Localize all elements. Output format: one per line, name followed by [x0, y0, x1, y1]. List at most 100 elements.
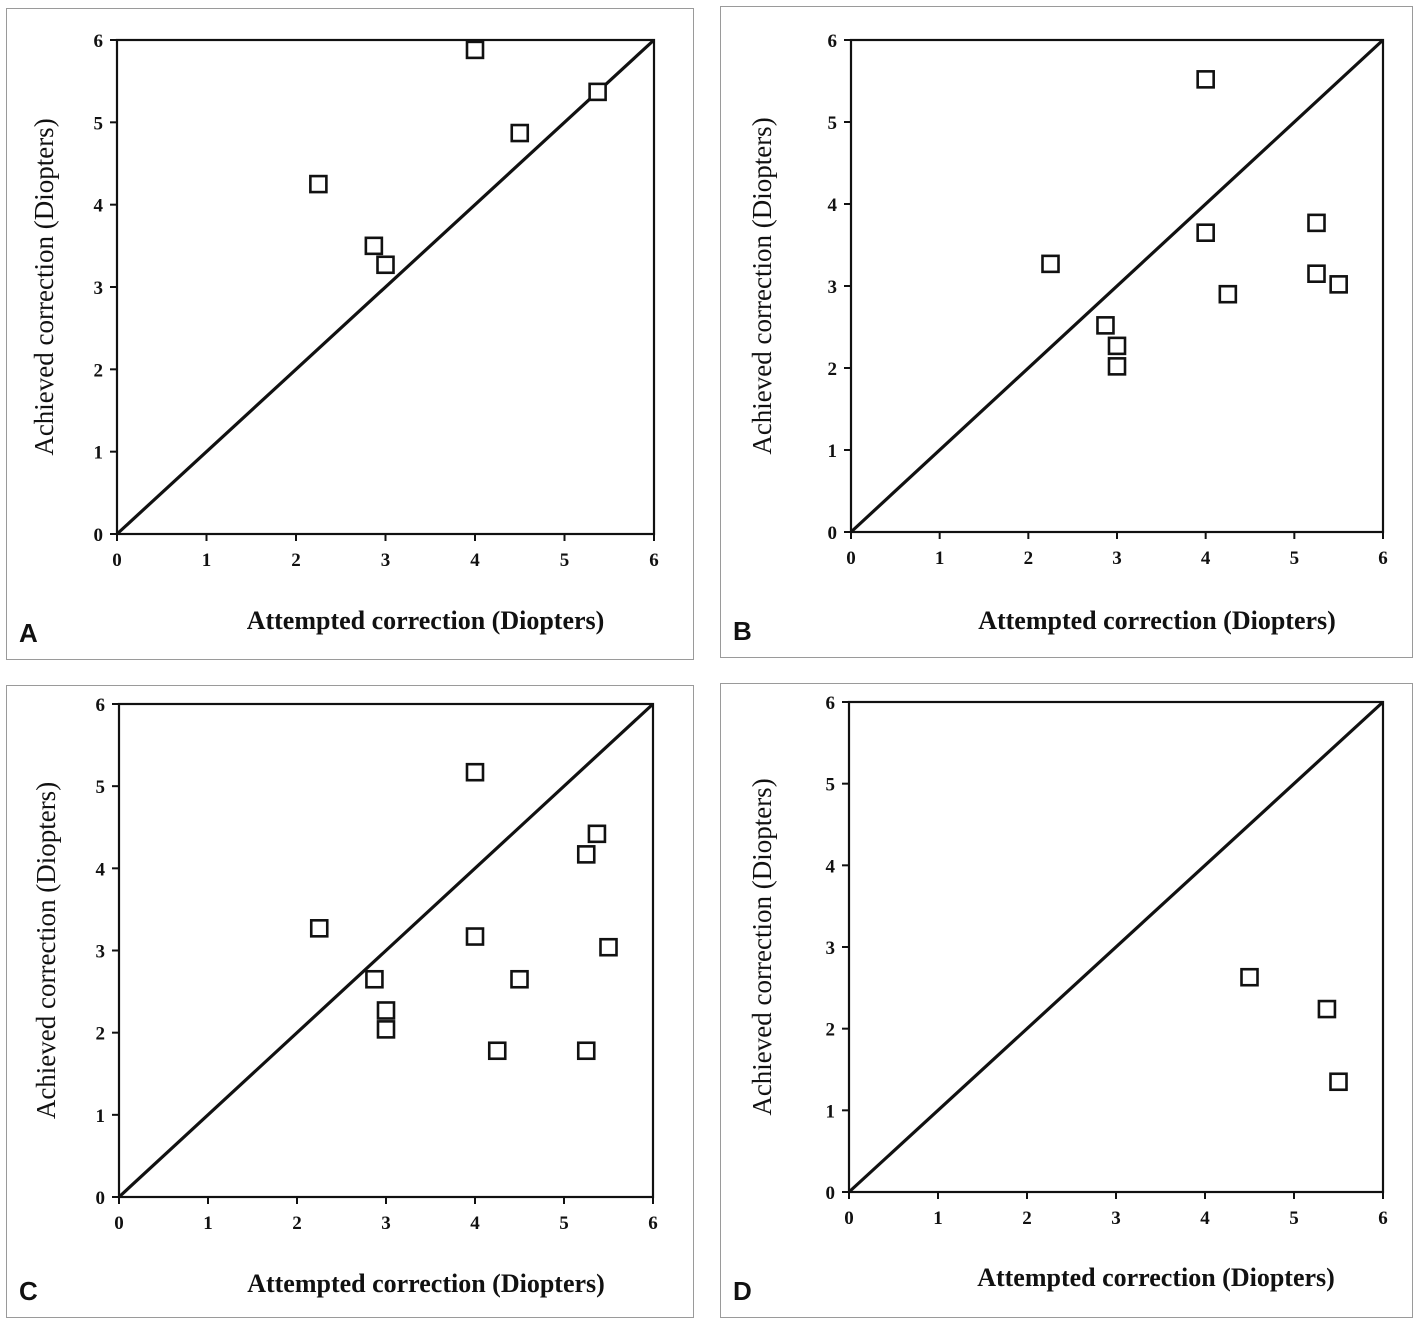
- chart-svg-c: 0 1 2 3 4 5 6 0 1 2 3 4 5 6 Attempted correction (Diop…: [31, 695, 658, 1298]
- x-tick-label-a: 5: [560, 550, 570, 571]
- data-point-c: [465, 762, 485, 782]
- x-tick-label-c: 1: [203, 1213, 213, 1234]
- x-tick-label-d: 2: [1022, 1208, 1032, 1229]
- y-axis-label-b: Achieved correction (Diopters): [747, 117, 777, 454]
- y-tick-label-a: 3: [94, 278, 104, 299]
- data-point-c: [376, 1001, 396, 1020]
- x-tick-label-b: 2: [1024, 548, 1034, 569]
- data-point-c: [510, 969, 529, 989]
- y-tick-label-a: 4: [94, 196, 104, 217]
- data-point-b: [1329, 275, 1348, 294]
- y-tick-label-a: 2: [94, 360, 104, 381]
- y-tick-label-d: 1: [826, 1101, 836, 1122]
- data-point-c: [599, 937, 618, 957]
- x-tick-label-b: 3: [1112, 548, 1122, 569]
- y-tick-label-c: 3: [96, 942, 106, 963]
- y-tick-label-b: 0: [828, 523, 838, 544]
- data-point-c: [465, 927, 485, 946]
- data-point-a: [364, 236, 384, 256]
- y-tick-label-c: 1: [96, 1106, 106, 1127]
- chart-panel-c: 0 1 2 3 4 5 6 0 1 2 3 4 5 6 Attempted correction (Diop…: [6, 685, 694, 1318]
- y-tick-label-d: 5: [826, 775, 836, 796]
- x-axis-label-a: Attempted correction (Diopters): [247, 606, 605, 635]
- x-tick-label-a: 6: [649, 550, 659, 571]
- data-point-a: [588, 82, 607, 102]
- data-point-b: [1041, 254, 1060, 274]
- x-tick-label-c: 4: [470, 1213, 480, 1234]
- y-tick-label-b: 5: [828, 113, 838, 134]
- data-point-b: [1307, 213, 1326, 233]
- y-tick-label-a: 5: [94, 113, 104, 134]
- x-tick-label-a: 4: [470, 550, 480, 571]
- x-tick-label-a: 1: [202, 550, 212, 571]
- data-point-b: [1096, 316, 1115, 335]
- x-tick-label-d: 6: [1378, 1208, 1388, 1229]
- data-point-a: [465, 40, 485, 60]
- data-point-b: [1107, 336, 1127, 356]
- y-tick-label-d: 3: [826, 938, 836, 959]
- data-point-c: [576, 845, 596, 864]
- data-point-b: [1196, 70, 1215, 89]
- data-point-c: [309, 919, 329, 938]
- x-tick-label-d: 3: [1111, 1208, 1121, 1229]
- y-tick-label-a: 6: [94, 31, 104, 52]
- y-tick-label-b: 1: [828, 441, 838, 462]
- data-point-c: [587, 824, 607, 844]
- data-point-c: [365, 969, 384, 989]
- data-point-a: [309, 174, 328, 194]
- x-tick-label-c: 3: [381, 1213, 391, 1234]
- x-tick-label-b: 1: [935, 548, 945, 569]
- y-tick-label-c: 5: [96, 777, 106, 798]
- data-point-d: [1317, 999, 1337, 1019]
- y-tick-label-c: 0: [96, 1188, 106, 1209]
- x-tick-label-a: 0: [112, 550, 122, 571]
- panel-letter-b: B: [733, 616, 752, 646]
- data-point-a: [376, 255, 395, 275]
- identity-line-b: [849, 38, 1385, 534]
- data-point-b: [1107, 357, 1127, 376]
- y-axis-label-d: Achieved correction (Diopters): [747, 778, 777, 1115]
- x-tick-label-c: 6: [648, 1213, 658, 1234]
- x-tick-label-b: 6: [1378, 548, 1388, 569]
- data-point-b: [1218, 284, 1238, 304]
- y-tick-label-d: 0: [826, 1183, 836, 1204]
- y-tick-label-d: 4: [826, 856, 836, 877]
- x-tick-label-a: 3: [381, 550, 391, 571]
- x-tick-label-c: 5: [559, 1213, 569, 1234]
- chart-svg-d: 0 1 2 3 4 5 6 0 1 2 3 4 5 6 Attempted correction (Diop…: [747, 693, 1388, 1292]
- x-axis-label-d: Attempted correction (Diopters): [977, 1263, 1335, 1292]
- data-point-d: [1329, 1072, 1348, 1092]
- x-tick-label-c: 2: [292, 1213, 302, 1234]
- y-tick-label-c: 6: [96, 695, 106, 716]
- data-point-d: [1240, 967, 1259, 987]
- y-tick-label-b: 6: [828, 31, 838, 52]
- identity-line-c: [117, 702, 655, 1199]
- identity-line-d: [847, 700, 1385, 1194]
- y-tick-label-b: 4: [828, 195, 838, 216]
- y-tick-label-a: 0: [94, 525, 104, 546]
- x-axis-label-c: Attempted correction (Diopters): [247, 1269, 605, 1298]
- x-tick-label-d: 0: [844, 1208, 854, 1229]
- chart-svg-b: 0 1 2 3 4 5 6 0 1 2 3 4 5 6 Attempted correction (Diop…: [747, 31, 1388, 635]
- x-tick-label-b: 0: [846, 548, 856, 569]
- data-point-c: [376, 1020, 396, 1039]
- x-tick-label-d: 4: [1200, 1208, 1210, 1229]
- panel-letter-a: A: [19, 618, 38, 648]
- data-point-c: [576, 1041, 596, 1061]
- y-tick-label-a: 1: [94, 443, 104, 464]
- y-tick-label-d: 6: [826, 693, 836, 714]
- chart-svg-a: 0 1 2 3 4 5 6 0 1 2 3 4 5 6 Attempted correction (Diop…: [29, 31, 659, 635]
- y-tick-label-b: 2: [828, 359, 838, 380]
- identity-line-a: [115, 38, 656, 536]
- y-axis-label-a: Achieved correction (Diopters): [29, 118, 59, 455]
- y-tick-label-c: 4: [96, 859, 106, 880]
- y-axis-label-c: Achieved correction (Diopters): [31, 782, 61, 1119]
- x-tick-label-c: 0: [114, 1213, 124, 1234]
- panel-letter-c: C: [19, 1276, 38, 1306]
- data-point-c: [487, 1041, 507, 1061]
- x-tick-label-a: 2: [291, 550, 301, 571]
- y-tick-label-c: 2: [96, 1024, 106, 1045]
- data-point-a: [510, 123, 530, 143]
- chart-panel-d: 0 1 2 3 4 5 6 0 1 2 3 4 5 6 Attempted correction (Diop…: [720, 683, 1413, 1318]
- panel-letter-d: D: [733, 1276, 752, 1306]
